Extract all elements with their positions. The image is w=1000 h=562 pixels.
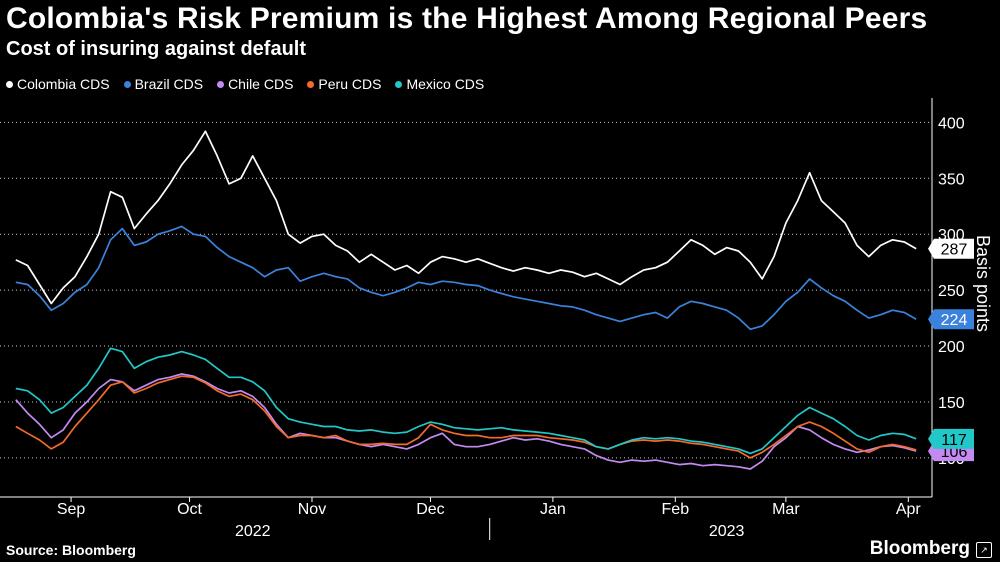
chart-subtitle: Cost of insuring against default: [6, 38, 307, 60]
bloomberg-logo: Bloomberg: [869, 538, 970, 559]
legend-label-colombia: Colombia CDS: [17, 76, 110, 92]
year-label-2022: 2022: [235, 523, 271, 540]
legend-item-brazil: Brazil CDS: [123, 76, 204, 92]
legend-item-colombia: Colombia CDS: [6, 76, 110, 92]
legend-swatch-peru: [307, 80, 315, 88]
end-label-bg-mexico: [928, 428, 974, 449]
series-line-brazil: [15, 225, 917, 331]
legend-item-peru: Peru CDS: [307, 76, 381, 92]
y-tick-350: 350: [938, 171, 965, 188]
year-label-2023: 2023: [709, 523, 745, 540]
source-note: Source: Bloomberg: [6, 542, 136, 558]
end-label-colombia: 287: [941, 242, 968, 259]
end-label-bg-colombia: [928, 238, 974, 259]
series-line-mexico: [15, 347, 917, 455]
legend-label-brazil: Brazil CDS: [134, 76, 204, 92]
legend-label-peru: Peru CDS: [318, 76, 382, 92]
legend-swatch-chile: [217, 80, 225, 88]
x-tick-label-feb: Feb: [662, 501, 690, 518]
legend-swatch-colombia: [6, 80, 13, 88]
end-label-brazil: 224: [941, 312, 968, 329]
x-tick-label-dec: Dec: [416, 501, 444, 518]
x-tick-label-apr: Apr: [896, 501, 922, 518]
series-line-peru: [15, 375, 917, 459]
x-tick-label-mar: Mar: [772, 501, 800, 518]
x-tick-label-nov: Nov: [298, 501, 326, 518]
legend-label-mexico: Mexico CDS: [406, 76, 485, 92]
x-tick-label-jan: Jan: [540, 501, 566, 518]
y-tick-400: 400: [938, 115, 965, 132]
end-label-mexico: 117: [941, 432, 967, 449]
chart-title: Colombia's Risk Premium is the Highest A…: [6, 2, 928, 35]
y-tick-200: 200: [938, 339, 965, 356]
x-tick-label-sep: Sep: [57, 501, 86, 518]
y-tick-250: 250: [938, 283, 965, 300]
legend-swatch-brazil: [123, 80, 131, 88]
series-line-colombia: [15, 130, 917, 305]
y-axis-label: Basis points: [973, 235, 993, 333]
series-line-chile: [15, 373, 917, 470]
legend-swatch-mexico: [395, 80, 403, 88]
legend-item-mexico: Mexico CDS: [395, 76, 484, 92]
legend: Colombia CDS Brazil CDS Chile CDS Peru C…: [6, 76, 484, 92]
expand-icon[interactable]: ↗: [976, 542, 992, 558]
x-tick-label-oct: Oct: [177, 501, 202, 518]
legend-item-chile: Chile CDS: [217, 76, 293, 92]
end-label-bg-brazil: [928, 309, 974, 330]
y-tick-150: 150: [938, 395, 965, 412]
legend-label-chile: Chile CDS: [228, 76, 294, 92]
